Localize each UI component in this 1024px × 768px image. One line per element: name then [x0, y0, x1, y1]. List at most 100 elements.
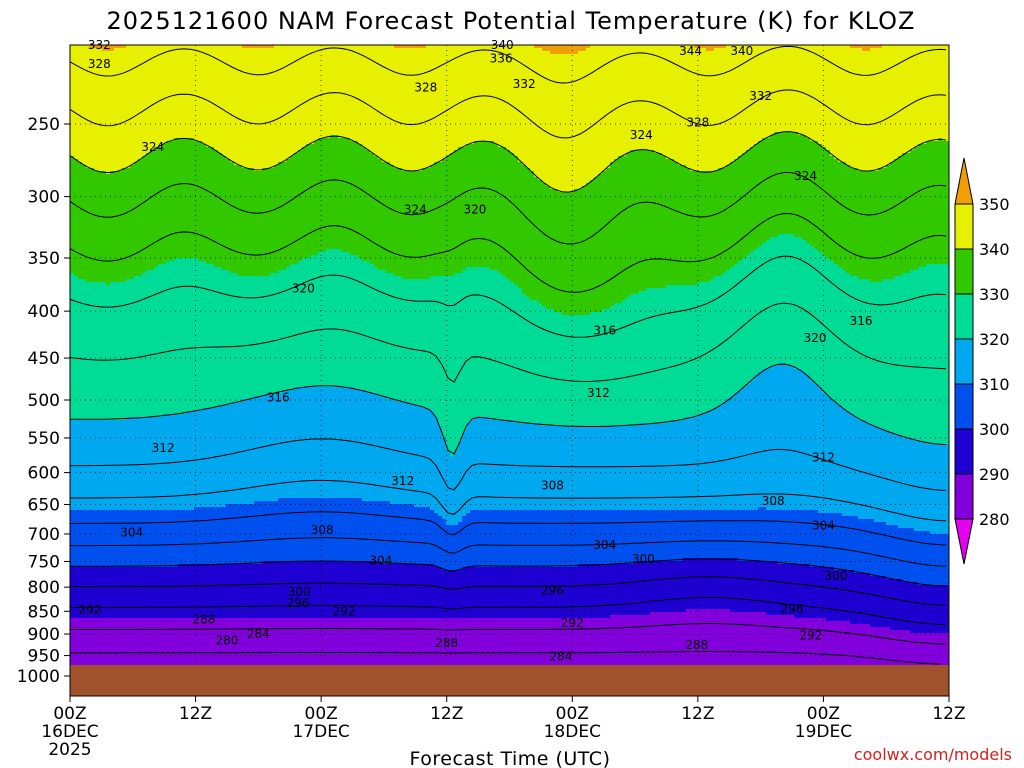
fill-cell	[106, 567, 111, 619]
fill-cell	[362, 561, 367, 619]
fill-cell	[418, 45, 423, 49]
fill-cell	[126, 279, 131, 418]
fill-cell	[418, 564, 423, 619]
fill-cell	[914, 531, 919, 583]
fill-cell	[290, 45, 295, 157]
fill-cell	[390, 45, 395, 166]
contour-label: 292	[561, 616, 584, 630]
fill-cell	[306, 258, 311, 388]
fill-cell	[574, 618, 579, 666]
fill-cell	[842, 621, 847, 666]
fill-cell	[270, 561, 275, 619]
fill-cell	[394, 564, 399, 619]
fill-cell	[678, 165, 683, 286]
fill-cell	[362, 501, 367, 562]
fill-cell	[286, 618, 291, 666]
fill-cell	[650, 612, 655, 666]
fill-cell	[522, 618, 527, 666]
fill-cell	[862, 420, 867, 520]
fill-cell	[190, 45, 195, 139]
fill-cell	[542, 567, 547, 619]
fill-cell	[926, 45, 931, 142]
fill-cell	[494, 144, 499, 271]
isentrope-348	[70, 45, 947, 84]
fill-cell	[946, 534, 949, 586]
fill-cell	[310, 144, 315, 256]
fill-cell	[430, 276, 435, 412]
fill-cell	[410, 405, 415, 505]
y-tick-label: 850	[28, 602, 60, 622]
chart-title: 2025121600 NAM Forecast Potential Temper…	[107, 7, 916, 35]
fill-cell	[346, 45, 351, 139]
fill-cell	[222, 405, 227, 508]
fill-cell	[754, 510, 759, 562]
fill-cell	[242, 276, 247, 400]
fill-cell	[534, 45, 539, 49]
fill-cell	[698, 414, 703, 511]
fill-cell	[730, 45, 735, 163]
fill-cell	[946, 585, 949, 634]
fill-cell	[374, 45, 379, 157]
fill-cell	[422, 564, 427, 619]
fill-cell	[682, 612, 687, 666]
colorbar-box-280	[954, 473, 974, 520]
fill-cell	[858, 624, 863, 666]
fill-cell	[198, 507, 203, 565]
fill-cell	[622, 510, 627, 565]
fill-cell	[658, 612, 663, 666]
fill-cell	[674, 45, 679, 163]
fill-cell	[598, 618, 603, 666]
fill-cell	[126, 45, 131, 169]
fill-cell	[354, 618, 359, 666]
fill-cell	[814, 510, 819, 568]
fill-cell	[770, 615, 775, 666]
fill-cell	[702, 171, 707, 283]
fill-cell	[830, 567, 835, 622]
fill-cell	[158, 264, 163, 418]
fill-cell	[634, 150, 639, 295]
fill-cell	[790, 132, 795, 235]
fill-cell	[162, 414, 167, 511]
fill-cell	[502, 147, 507, 277]
fill-cell	[190, 258, 195, 412]
fill-cell	[454, 45, 459, 151]
fill-cell	[798, 510, 803, 565]
fill-cell	[878, 522, 883, 577]
fill-cell	[182, 258, 187, 415]
fill-cell	[742, 387, 747, 511]
fill-cell	[238, 402, 243, 505]
fill-cell	[198, 45, 203, 142]
fill-cell	[934, 264, 939, 445]
fill-cell	[314, 618, 319, 666]
fill-cell	[78, 618, 83, 666]
fill-cell	[302, 561, 307, 619]
fill-cell	[674, 285, 679, 421]
fill-cell	[554, 189, 559, 313]
fill-cell	[466, 513, 471, 568]
isentrope-344	[70, 89, 947, 139]
fill-cell	[82, 165, 87, 280]
fill-cell	[570, 192, 575, 316]
fill-cell	[250, 168, 255, 277]
fill-cell	[134, 510, 139, 568]
fill-cell	[282, 498, 287, 562]
fill-cell	[878, 168, 883, 283]
fill-cell	[834, 402, 839, 514]
fill-cell	[906, 273, 911, 439]
fill-cell	[210, 507, 215, 565]
fill-cell	[86, 168, 91, 283]
contour-label: 292	[799, 628, 822, 642]
fill-cell	[894, 579, 899, 631]
fill-cell	[126, 417, 131, 511]
fill-cell	[858, 48, 863, 172]
fill-cell	[938, 633, 943, 666]
fill-cell	[118, 510, 123, 568]
fill-cell	[550, 45, 555, 55]
fill-cell	[806, 45, 811, 139]
fill-cell	[770, 45, 775, 136]
fill-cell	[470, 144, 475, 268]
fill-cell	[574, 510, 579, 568]
fill-cell	[738, 510, 743, 562]
fill-cell	[770, 237, 775, 367]
